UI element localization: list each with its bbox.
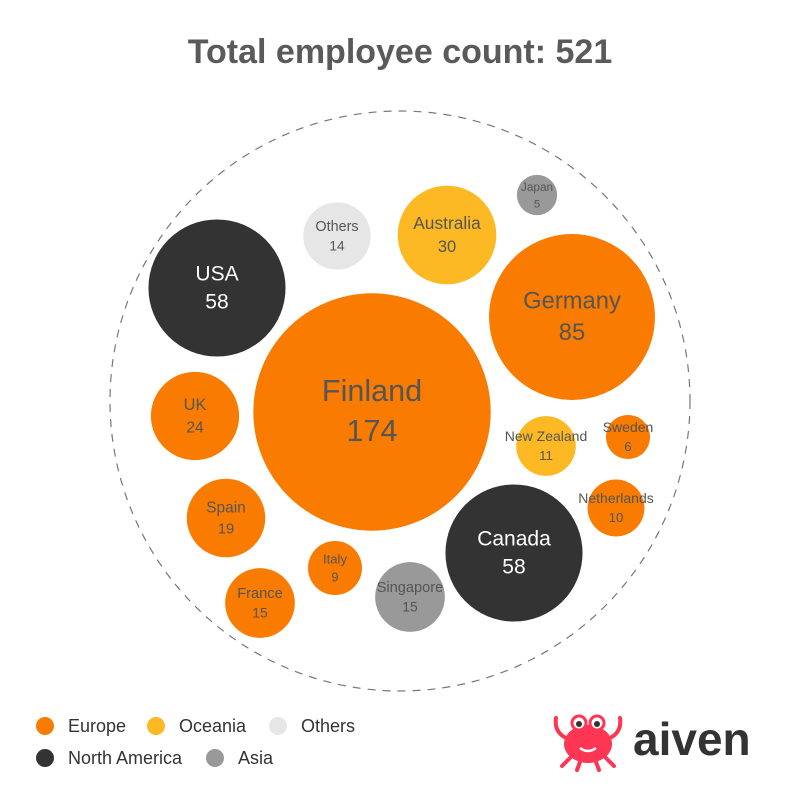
bubble-value: 58 <box>205 291 228 314</box>
bubble <box>148 219 286 357</box>
outline-circle <box>109 110 691 692</box>
bubble <box>516 416 576 476</box>
bubble <box>397 185 497 285</box>
bubble-label: Others <box>315 219 358 235</box>
bubble <box>253 293 491 531</box>
bubble-value: 15 <box>252 605 268 621</box>
legend-label: Asia <box>238 748 274 768</box>
bubble-label: Sweden <box>603 419 654 435</box>
bubble-value: 85 <box>559 319 585 346</box>
bubble <box>303 202 371 270</box>
bubble-label: Germany <box>523 288 621 315</box>
bubble <box>375 562 445 632</box>
bubble-value: 24 <box>186 419 204 436</box>
bubble-label: Singapore <box>377 580 444 596</box>
bubble-label: USA <box>195 263 238 286</box>
bubble <box>489 234 655 400</box>
bubble <box>605 414 651 460</box>
bubble-label: New Zealand <box>505 428 588 444</box>
bubble-value: 6 <box>624 439 631 454</box>
bubble-value: 14 <box>329 239 345 254</box>
bubble-value: 15 <box>402 599 418 615</box>
bubble-label: Spain <box>206 499 245 516</box>
bubble <box>225 568 295 638</box>
bubble-value: 174 <box>347 414 398 448</box>
logo-text: aiven <box>633 713 751 765</box>
bubble-value: 5 <box>534 198 540 210</box>
bubble-value: 58 <box>502 556 525 579</box>
legend-label: Others <box>301 716 355 736</box>
crab-icon <box>553 714 623 772</box>
bubble-value: 9 <box>332 570 339 584</box>
bubble-label: UK <box>184 396 207 414</box>
bubble-value: 11 <box>539 448 553 463</box>
bubble-value: 19 <box>218 521 234 537</box>
bubble <box>587 479 645 537</box>
legend-marker <box>36 749 54 767</box>
legend-label: Oceania <box>179 716 247 736</box>
legend-marker <box>206 749 224 767</box>
bubble <box>186 478 266 558</box>
bubble <box>150 371 240 461</box>
bubble-label: Australia <box>413 213 481 233</box>
bubble-value: 10 <box>609 510 624 525</box>
bubble <box>516 174 558 216</box>
bubble-label: France <box>237 586 282 602</box>
chart-title: Total employee count: 521 <box>188 33 612 71</box>
bubble-value: 30 <box>438 238 456 256</box>
legend-label: North America <box>68 748 183 768</box>
legend-marker <box>269 717 287 735</box>
legend-marker <box>147 717 165 735</box>
bubble-label: Finland <box>322 374 422 408</box>
legend-marker <box>36 717 54 735</box>
bubble-label: Italy <box>323 551 348 566</box>
bubble <box>308 541 362 595</box>
bubble-label: Japan <box>521 180 553 194</box>
bubble <box>445 484 583 622</box>
legend-label: Europe <box>68 716 126 736</box>
bubble-label: Canada <box>477 528 551 551</box>
bubble-label: Netherlands <box>578 490 654 506</box>
logo: aiven <box>553 713 751 772</box>
